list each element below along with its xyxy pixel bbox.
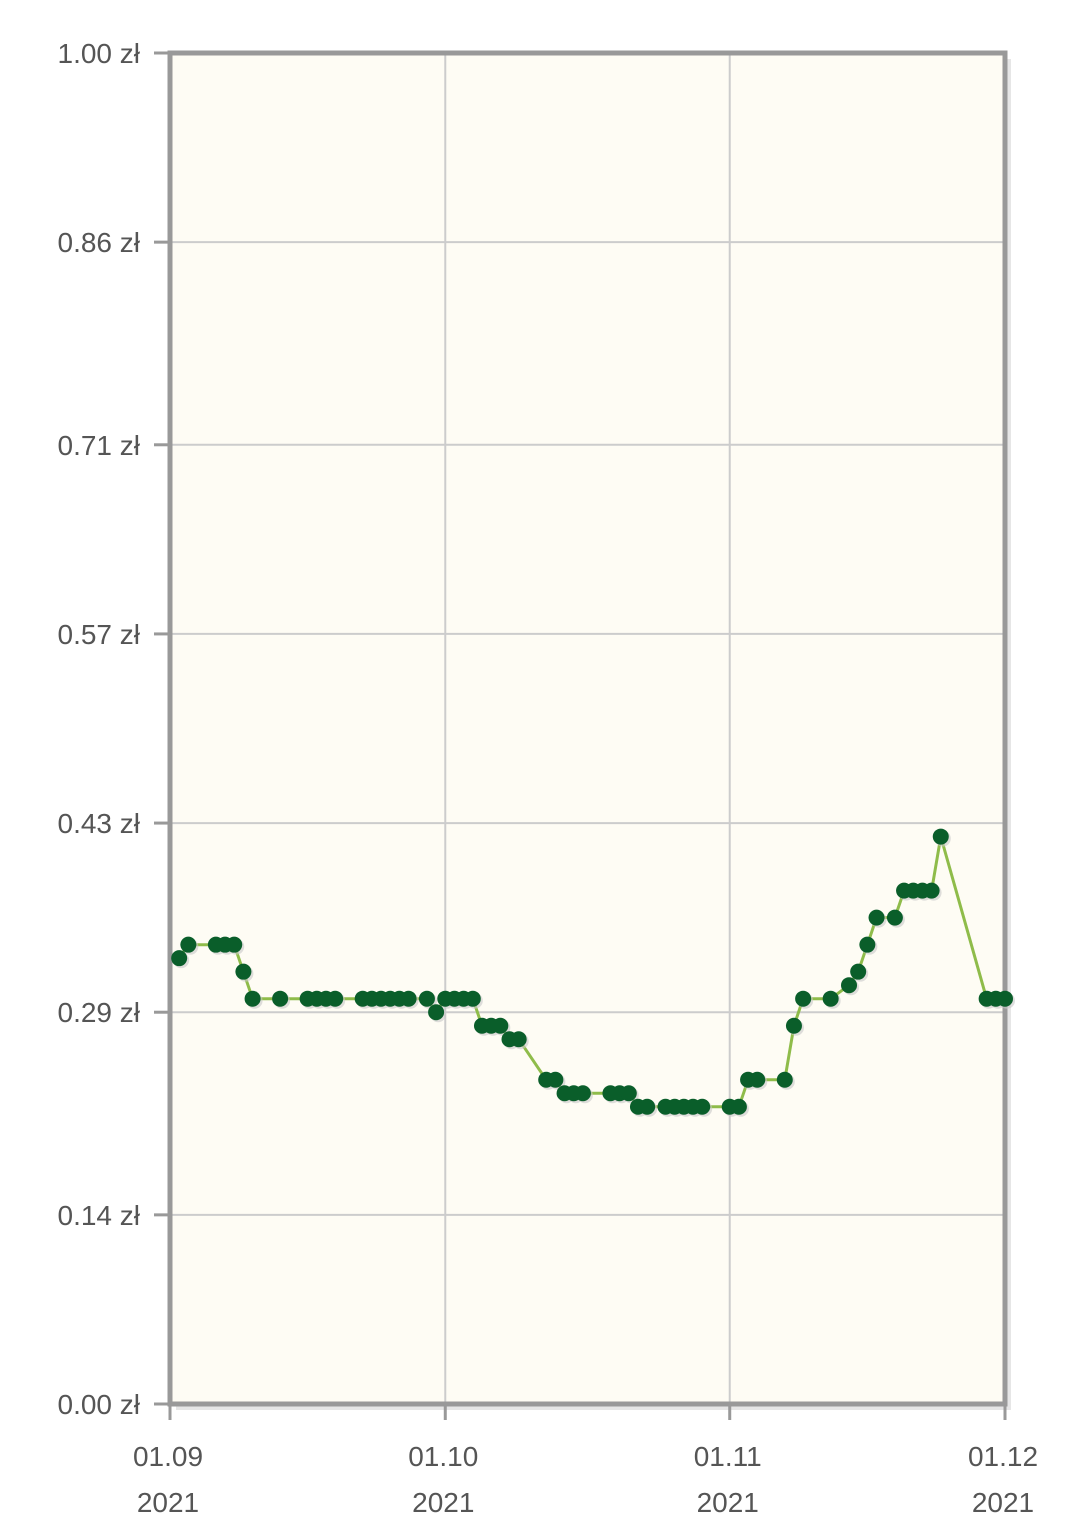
- data-point: [418, 990, 435, 1007]
- y-tick-label: 0.29 zł: [58, 997, 141, 1028]
- y-tick-label: 0.57 zł: [58, 619, 141, 650]
- data-point: [244, 990, 261, 1007]
- data-point: [639, 1098, 656, 1115]
- data-point: [997, 990, 1013, 1007]
- data-point: [859, 936, 876, 953]
- data-point: [923, 882, 940, 899]
- x-tick-year-label: 2021: [137, 1487, 199, 1518]
- data-point: [574, 1085, 591, 1102]
- x-tick-year-label: 2021: [697, 1487, 759, 1518]
- data-point: [510, 1031, 527, 1048]
- data-point: [730, 1098, 747, 1115]
- y-tick-label: 0.14 zł: [58, 1200, 141, 1231]
- data-point: [841, 977, 858, 994]
- data-point: [694, 1098, 711, 1115]
- data-point: [932, 828, 949, 845]
- data-point: [749, 1071, 766, 1088]
- y-tick-label: 1.00 zł: [58, 38, 141, 69]
- data-point: [464, 990, 481, 1007]
- data-point: [868, 909, 885, 926]
- plot-background: [170, 53, 1005, 1404]
- data-point: [620, 1085, 637, 1102]
- x-tick-label: 01.09: [133, 1441, 203, 1472]
- x-tick-year-label: 2021: [412, 1487, 474, 1518]
- y-tick-label: 0.86 zł: [58, 227, 141, 258]
- data-point: [327, 990, 344, 1007]
- data-point: [547, 1071, 564, 1088]
- data-point: [171, 950, 188, 967]
- y-tick-label: 0.43 zł: [58, 808, 141, 839]
- data-point: [428, 1004, 445, 1021]
- x-tick-label: 01.11: [694, 1441, 762, 1472]
- data-point: [886, 909, 903, 926]
- plot-frame: [167, 50, 1008, 1407]
- y-tick-label: 0.71 zł: [58, 430, 141, 461]
- data-point: [272, 990, 289, 1007]
- data-point: [180, 936, 197, 953]
- x-tick-year-label: 2021: [972, 1487, 1034, 1518]
- data-point: [795, 990, 812, 1007]
- data-point: [400, 990, 417, 1007]
- data-point: [776, 1071, 793, 1088]
- x-tick-label: 01.10: [408, 1441, 478, 1472]
- data-point: [822, 990, 839, 1007]
- x-tick-label: 01.12: [968, 1441, 1038, 1472]
- data-point: [226, 936, 243, 953]
- data-point: [492, 1017, 509, 1034]
- data-point: [235, 963, 252, 980]
- data-point: [785, 1017, 802, 1034]
- data-point: [850, 963, 867, 980]
- y-tick-label: 0.00 zł: [58, 1389, 141, 1420]
